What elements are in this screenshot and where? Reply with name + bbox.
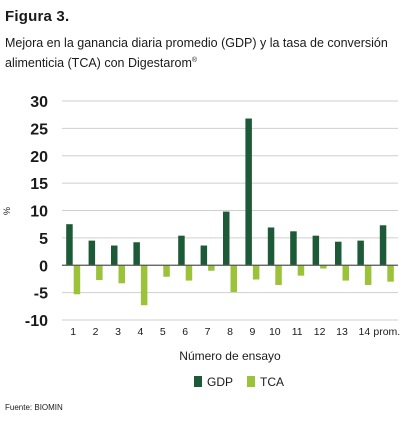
bar-gdp — [357, 240, 364, 266]
bar-tca — [230, 265, 237, 293]
subtitle-text: Mejora en la ganancia diaria promedio (G… — [5, 36, 388, 71]
x-tick-label: 3 — [115, 326, 121, 338]
legend-label: TCA — [260, 375, 284, 389]
bar-tca — [275, 265, 282, 285]
x-tick-label: 1 — [70, 326, 76, 338]
legend-swatch — [247, 376, 255, 387]
bar-gdp — [245, 118, 252, 266]
y-tick-label: 30 — [30, 94, 48, 111]
bar-tca — [320, 265, 327, 269]
legend: GDP TCA — [194, 375, 284, 389]
gridlines — [62, 100, 398, 321]
x-tick-label: 14 — [359, 326, 371, 338]
figure-label: Figura 3. — [5, 8, 70, 25]
x-tick-label: 7 — [205, 326, 211, 338]
y-tick-label: 10 — [30, 204, 48, 221]
bar-gdp — [335, 241, 342, 266]
bar-tca — [208, 265, 215, 271]
bar-gdp — [223, 211, 230, 266]
x-tick-label: 12 — [314, 326, 326, 338]
y-axis-title: % — [2, 207, 12, 215]
source-note: Fuente: BIOMIN — [5, 403, 63, 412]
bar-gdp — [312, 235, 320, 266]
x-tick-label: 11 — [292, 326, 303, 338]
bar-tca — [297, 265, 305, 276]
bar-tca — [252, 265, 260, 280]
y-tick-label: 15 — [30, 176, 48, 193]
bar-tca — [140, 265, 148, 306]
bar-tca — [185, 265, 193, 281]
bar-tca — [364, 265, 372, 285]
bar-gdp — [178, 235, 185, 266]
y-tick-label: 20 — [30, 149, 48, 166]
bar-tca — [387, 265, 394, 282]
x-tick-label: 9 — [249, 326, 255, 338]
x-tick-label: prom. — [373, 326, 400, 338]
x-tick-label: 5 — [160, 326, 166, 338]
bar-tca — [342, 265, 349, 281]
y-tick-label: -5 — [34, 286, 48, 303]
bars — [66, 118, 394, 306]
chart-subtitle: Mejora en la ganancia diaria promedio (G… — [5, 35, 395, 72]
registered-mark: ® — [191, 57, 198, 64]
x-tick-label: 2 — [93, 326, 99, 338]
bar-tca — [73, 265, 81, 295]
x-tick-label: 13 — [336, 326, 348, 338]
bar-gdp — [88, 240, 96, 266]
bar-tca — [163, 265, 170, 277]
bar-tca — [96, 265, 103, 281]
x-tick-label: 8 — [227, 326, 233, 338]
legend-swatch — [194, 376, 202, 387]
bar-gdp — [111, 245, 118, 266]
y-tick-label: -10 — [25, 313, 48, 330]
x-axis-title: Número de ensayo — [179, 349, 281, 363]
x-tick-label: 10 — [269, 326, 281, 338]
bar-gdp — [290, 231, 297, 266]
bar-gdp — [200, 245, 208, 266]
bar-gdp — [267, 227, 275, 266]
bar-tca — [118, 265, 125, 284]
y-tick-label: 25 — [30, 121, 48, 138]
bar-gdp — [133, 242, 140, 266]
legend-label: GDP — [207, 375, 233, 389]
bar-gdp — [379, 225, 387, 266]
bar-gdp — [66, 224, 73, 266]
y-tick-label: 0 — [39, 258, 48, 275]
x-tick-label: 6 — [182, 326, 188, 338]
x-tick-label: 4 — [137, 326, 143, 338]
y-tick-label: 5 — [39, 231, 48, 248]
